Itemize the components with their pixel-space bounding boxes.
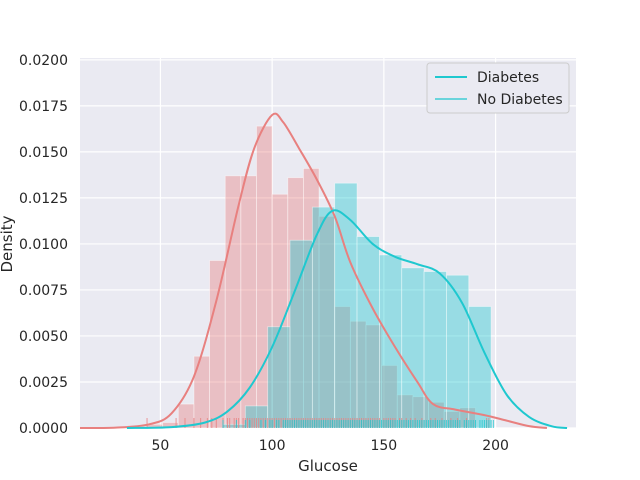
y-tick-label: 0.0150 (19, 145, 68, 161)
legend-label-diabetes: Diabetes (477, 70, 539, 86)
y-tick-label: 0.0025 (19, 375, 68, 391)
histogram-bar (289, 239, 313, 429)
y-tick-label: 0.0000 (19, 421, 68, 437)
histogram-bar (311, 206, 336, 429)
legend: Diabetes No Diabetes (426, 62, 570, 114)
plot-background (80, 58, 576, 428)
y-tick-label: 0.0175 (19, 99, 68, 115)
histogram-bar (446, 274, 470, 429)
histogram-bar (334, 182, 358, 429)
y-axis-label: Density (0, 215, 16, 272)
histogram-bar (267, 326, 291, 429)
histogram-bar (224, 175, 242, 429)
x-tick-label: 150 (370, 438, 397, 454)
kde-curves (79, 112, 568, 430)
x-tick-labels: 50 100 150 200 (152, 438, 509, 454)
histogram-bar (193, 355, 210, 429)
y-tick-label: 0.0050 (19, 329, 68, 345)
y-tick-label: 0.0200 (19, 53, 68, 69)
y-tick-label: 0.0075 (19, 283, 68, 299)
x-axis-label: Glucose (298, 457, 358, 475)
x-tick-label: 200 (482, 438, 509, 454)
histogram-bar (356, 236, 380, 429)
legend-box (426, 62, 570, 114)
legend-label-no-diabetes: No Diabetes (477, 92, 563, 108)
x-tick-label: 100 (259, 438, 286, 454)
y-tick-label: 0.0125 (19, 191, 68, 207)
y-tick-labels: 0.0000 0.0025 0.0050 0.0075 0.0100 0.0125 0.01… (19, 53, 68, 437)
y-tick-label: 0.0100 (19, 237, 68, 253)
kde-line-no-diabetes (79, 112, 548, 430)
x-tick-label: 50 (152, 438, 170, 454)
kde-line-diabetes (126, 209, 568, 429)
rug-plot (146, 418, 494, 428)
histogram-bar (209, 260, 226, 429)
histogram-bar (401, 267, 425, 429)
